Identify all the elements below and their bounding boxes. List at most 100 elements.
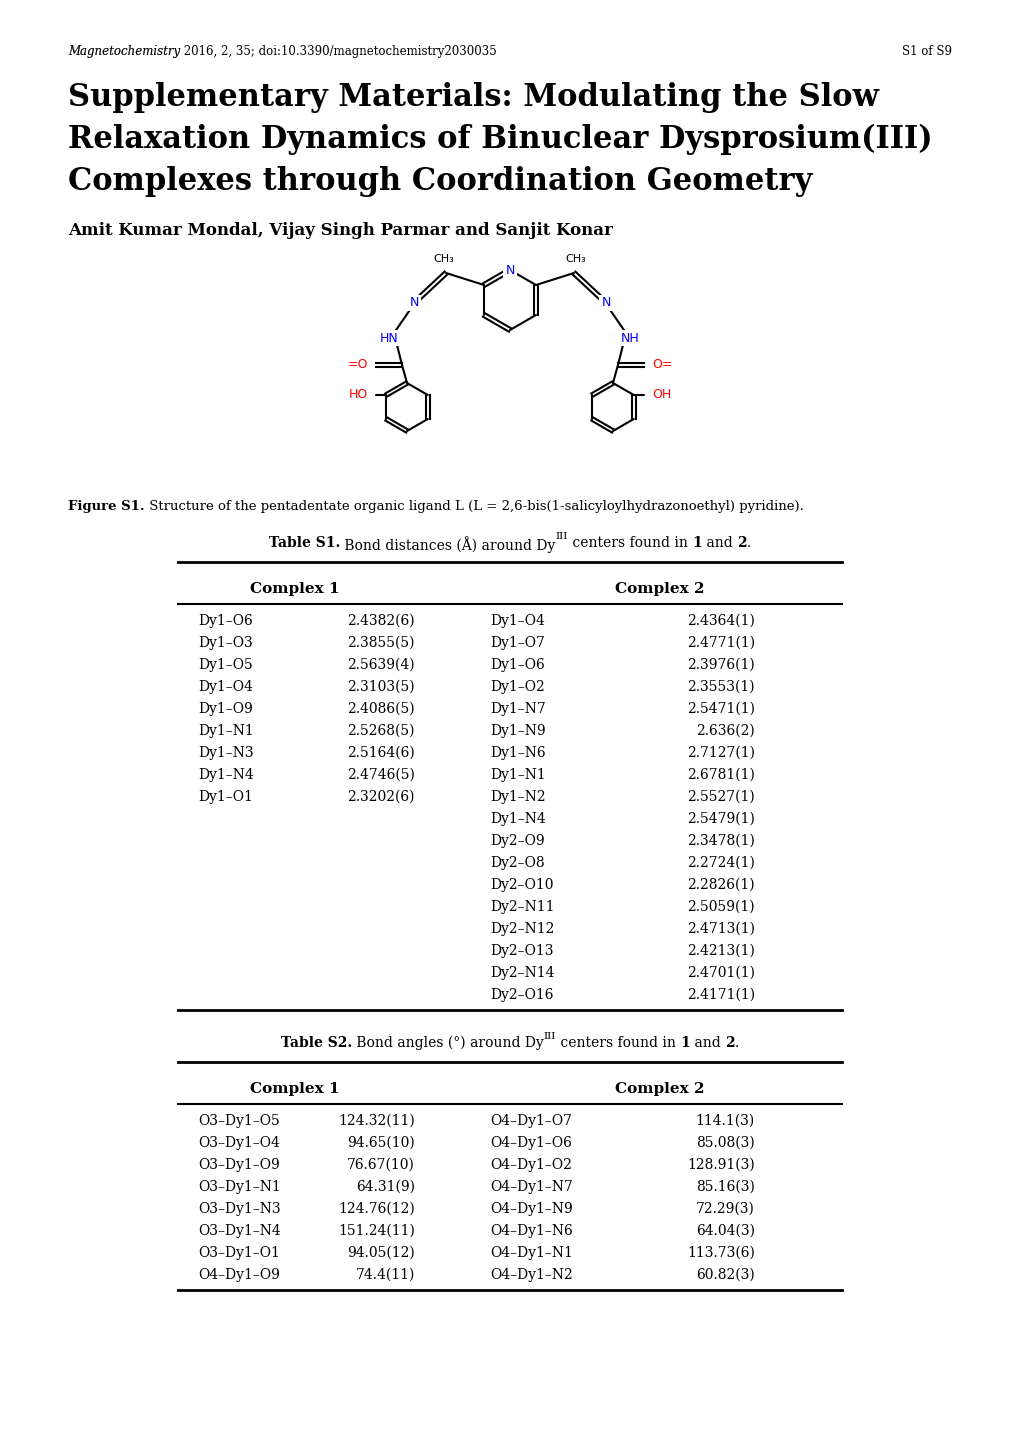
Text: 2.5471(1): 2.5471(1) — [687, 702, 754, 717]
Text: Magnetochemistry: Magnetochemistry — [68, 45, 180, 58]
Text: Dy1–N2: Dy1–N2 — [489, 790, 545, 805]
Text: O3–Dy1–N1: O3–Dy1–N1 — [198, 1180, 280, 1194]
Text: HO: HO — [348, 388, 368, 401]
Text: O4–Dy1–N2: O4–Dy1–N2 — [489, 1268, 573, 1282]
Text: O4–Dy1–N1: O4–Dy1–N1 — [489, 1246, 573, 1260]
Text: 2.4713(1): 2.4713(1) — [687, 921, 754, 936]
Text: Dy1–N7: Dy1–N7 — [489, 702, 545, 717]
Text: 2.3202(6): 2.3202(6) — [347, 790, 415, 805]
Text: Bond distances (Å) around Dy: Bond distances (Å) around Dy — [340, 536, 555, 552]
Text: 151.24(11): 151.24(11) — [337, 1224, 415, 1239]
Text: Table S1.: Table S1. — [269, 536, 340, 549]
Text: O3–Dy1–N4: O3–Dy1–N4 — [198, 1224, 280, 1239]
Text: 2.5268(5): 2.5268(5) — [347, 724, 415, 738]
Text: Dy1–N4: Dy1–N4 — [489, 812, 545, 826]
Text: 113.73(6): 113.73(6) — [687, 1246, 754, 1260]
Text: 124.76(12): 124.76(12) — [338, 1203, 415, 1216]
Text: Structure of the pentadentate organic ligand L (L = 2,6-bis(1-salicyloylhydrazon: Structure of the pentadentate organic li… — [145, 500, 803, 513]
Text: Dy1–O3: Dy1–O3 — [198, 636, 253, 650]
Text: HN: HN — [380, 332, 398, 345]
Text: O4–Dy1–O2: O4–Dy1–O2 — [489, 1158, 572, 1172]
Text: 64.31(9): 64.31(9) — [356, 1180, 415, 1194]
Text: centers found in: centers found in — [568, 536, 692, 549]
Text: NH: NH — [621, 332, 639, 345]
Text: 2.4213(1): 2.4213(1) — [687, 945, 754, 957]
Text: 2.3478(1): 2.3478(1) — [687, 833, 754, 848]
Text: Complex 2: Complex 2 — [614, 1082, 704, 1096]
Text: Dy2–O9: Dy2–O9 — [489, 833, 544, 848]
Text: Dy2–N11: Dy2–N11 — [489, 900, 554, 914]
Text: Dy1–N6: Dy1–N6 — [489, 746, 545, 760]
Text: O=: O= — [651, 359, 672, 372]
Text: Magnetochemistry: Magnetochemistry — [68, 45, 180, 58]
Text: 2.4382(6): 2.4382(6) — [347, 614, 415, 629]
Text: O3–Dy1–O4: O3–Dy1–O4 — [198, 1136, 279, 1151]
Text: Dy1–N1: Dy1–N1 — [489, 769, 545, 782]
Text: 124.32(11): 124.32(11) — [338, 1115, 415, 1128]
Text: Relaxation Dynamics of Binuclear Dysprosium(III): Relaxation Dynamics of Binuclear Dyspros… — [68, 124, 931, 156]
Text: Magnetochemistry: Magnetochemistry — [68, 45, 180, 58]
Text: 74.4(11): 74.4(11) — [356, 1268, 415, 1282]
Text: N: N — [504, 264, 515, 277]
Text: 2.3855(5): 2.3855(5) — [347, 636, 415, 650]
Text: 2.636(2): 2.636(2) — [696, 724, 754, 738]
Text: Dy1–N9: Dy1–N9 — [489, 724, 545, 738]
Text: 2.3976(1): 2.3976(1) — [687, 658, 754, 672]
Text: Dy2–O13: Dy2–O13 — [489, 945, 553, 957]
Text: III: III — [555, 532, 568, 541]
Text: CH₃: CH₃ — [433, 254, 453, 264]
Text: 2.4701(1): 2.4701(1) — [687, 966, 754, 981]
Text: O3–Dy1–N3: O3–Dy1–N3 — [198, 1203, 280, 1216]
Text: Dy1–N3: Dy1–N3 — [198, 746, 254, 760]
Text: Dy1–O7: Dy1–O7 — [489, 636, 544, 650]
Text: Figure S1.: Figure S1. — [68, 500, 145, 513]
Text: .: . — [735, 1035, 739, 1050]
Text: O4–Dy1–O9: O4–Dy1–O9 — [198, 1268, 279, 1282]
Text: Dy1–O6: Dy1–O6 — [489, 658, 544, 672]
Text: Dy1–O9: Dy1–O9 — [198, 702, 253, 717]
Text: Amit Kumar Mondal, Vijay Singh Parmar and Sanjit Konar: Amit Kumar Mondal, Vijay Singh Parmar an… — [68, 222, 612, 239]
Text: 2016, 2, 35; doi:10.3390/magnetochemistry2030035: 2016, 2, 35; doi:10.3390/magnetochemistr… — [180, 45, 496, 58]
Text: Table S2.: Table S2. — [280, 1035, 352, 1050]
Text: 76.67(10): 76.67(10) — [346, 1158, 415, 1172]
Text: Dy1–N1: Dy1–N1 — [198, 724, 254, 738]
Text: 2.5639(4): 2.5639(4) — [347, 658, 415, 672]
Text: 85.16(3): 85.16(3) — [695, 1180, 754, 1194]
Text: Complex 2: Complex 2 — [614, 583, 704, 596]
Text: Dy2–O16: Dy2–O16 — [489, 988, 553, 1002]
Text: =O: =O — [347, 359, 368, 372]
Text: III: III — [543, 1032, 555, 1041]
Text: Bond angles (°) around Dy: Bond angles (°) around Dy — [352, 1035, 543, 1050]
Text: 2.4746(5): 2.4746(5) — [346, 769, 415, 782]
Text: Dy1–O4: Dy1–O4 — [489, 614, 544, 629]
Text: 2.4086(5): 2.4086(5) — [347, 702, 415, 717]
Text: 2.3103(5): 2.3103(5) — [347, 681, 415, 694]
Text: 1: 1 — [680, 1035, 690, 1050]
Text: centers found in: centers found in — [555, 1035, 680, 1050]
Text: Dy2–N14: Dy2–N14 — [489, 966, 554, 981]
Text: S1 of S9: S1 of S9 — [901, 45, 951, 58]
Text: 60.82(3): 60.82(3) — [696, 1268, 754, 1282]
Text: 2.2724(1): 2.2724(1) — [687, 857, 754, 870]
Text: 72.29(3): 72.29(3) — [695, 1203, 754, 1216]
Text: Supplementary Materials: Modulating the Slow: Supplementary Materials: Modulating the … — [68, 82, 878, 112]
Text: Complex 1: Complex 1 — [250, 583, 339, 596]
Text: O3–Dy1–O1: O3–Dy1–O1 — [198, 1246, 279, 1260]
Text: 2.3553(1): 2.3553(1) — [687, 681, 754, 694]
Text: 2.7127(1): 2.7127(1) — [687, 746, 754, 760]
Text: Dy1–O5: Dy1–O5 — [198, 658, 253, 672]
Text: 2.5479(1): 2.5479(1) — [687, 812, 754, 826]
Text: O3–Dy1–O5: O3–Dy1–O5 — [198, 1115, 279, 1128]
Text: O4–Dy1–N6: O4–Dy1–N6 — [489, 1224, 573, 1239]
Text: O4–Dy1–O6: O4–Dy1–O6 — [489, 1136, 572, 1151]
Text: Dy1–O6: Dy1–O6 — [198, 614, 253, 629]
Text: O4–Dy1–N9: O4–Dy1–N9 — [489, 1203, 573, 1216]
Text: 2.4171(1): 2.4171(1) — [686, 988, 754, 1002]
Text: 2: 2 — [737, 536, 746, 549]
Text: N: N — [409, 297, 418, 310]
Text: and: and — [701, 536, 737, 549]
Text: 2.2826(1): 2.2826(1) — [687, 878, 754, 893]
Text: Dy1–O1: Dy1–O1 — [198, 790, 253, 805]
Text: N: N — [601, 297, 610, 310]
Text: Complexes through Coordination Geometry: Complexes through Coordination Geometry — [68, 166, 811, 198]
